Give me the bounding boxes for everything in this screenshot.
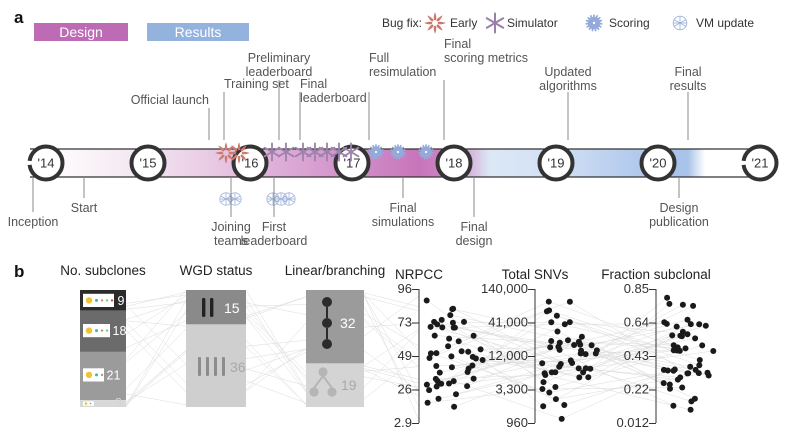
svg-text:'21: '21 (752, 156, 769, 171)
svg-text:design: design (456, 234, 493, 248)
svg-text:26: 26 (398, 382, 412, 397)
svg-text:36: 36 (230, 359, 246, 375)
svg-text:leaderboard: leaderboard (241, 234, 308, 248)
svg-text:First: First (262, 220, 287, 234)
svg-text:Official launch: Official launch (131, 93, 209, 107)
svg-text:15: 15 (224, 300, 240, 316)
svg-text:18: 18 (113, 324, 127, 338)
svg-text:960: 960 (506, 415, 528, 430)
svg-text:algorithms: algorithms (539, 79, 597, 93)
svg-text:3: 3 (115, 396, 122, 410)
svg-text:0.012: 0.012 (616, 415, 649, 430)
svg-text:49: 49 (398, 348, 412, 363)
svg-text:Training set: Training set (224, 77, 289, 91)
svg-text:0.85: 0.85 (624, 281, 649, 296)
svg-text:'17: '17 (344, 156, 361, 171)
svg-text:0.43: 0.43 (624, 348, 649, 363)
svg-text:Fraction subclonal: Fraction subclonal (601, 267, 711, 282)
svg-text:Final: Final (674, 65, 701, 79)
svg-text:32: 32 (340, 315, 356, 331)
svg-text:Linear/branching: Linear/branching (285, 263, 386, 278)
svg-text:Design: Design (660, 201, 699, 215)
svg-text:'20: '20 (650, 156, 667, 171)
svg-text:simulations: simulations (372, 215, 435, 229)
svg-text:resimulation: resimulation (369, 65, 436, 79)
svg-text:41,000: 41,000 (488, 315, 528, 330)
svg-text:Inception: Inception (8, 215, 59, 229)
svg-text:Full: Full (369, 51, 389, 65)
svg-text:9: 9 (118, 294, 125, 308)
svg-text:Start: Start (71, 201, 98, 215)
svg-text:Total SNVs: Total SNVs (502, 267, 569, 282)
svg-text:No. subclones: No. subclones (60, 263, 146, 278)
svg-text:publication: publication (649, 215, 709, 229)
svg-text:0.22: 0.22 (624, 382, 649, 397)
svg-text:0.64: 0.64 (624, 315, 649, 330)
svg-text:21: 21 (107, 369, 121, 383)
svg-text:'15: '15 (140, 156, 157, 171)
svg-text:3,300: 3,300 (495, 382, 528, 397)
svg-text:Final: Final (444, 37, 471, 51)
svg-text:'18: '18 (446, 156, 463, 171)
svg-text:'14: '14 (38, 156, 55, 171)
svg-text:73: 73 (398, 315, 412, 330)
svg-text:results: results (670, 79, 707, 93)
svg-text:WGD status: WGD status (180, 263, 253, 278)
svg-text:Preliminary: Preliminary (248, 51, 311, 65)
svg-text:Final: Final (389, 201, 416, 215)
svg-text:96: 96 (398, 281, 412, 296)
svg-text:NRPCC: NRPCC (395, 267, 443, 282)
svg-text:Final: Final (460, 220, 487, 234)
svg-text:scoring metrics: scoring metrics (444, 51, 528, 65)
svg-text:'19: '19 (548, 156, 565, 171)
svg-text:12,000: 12,000 (488, 348, 528, 363)
svg-text:leaderboard: leaderboard (300, 91, 367, 105)
svg-text:140,000: 140,000 (481, 281, 528, 296)
svg-text:Joining: Joining (211, 220, 251, 234)
svg-text:Updated: Updated (544, 65, 591, 79)
svg-text:19: 19 (341, 377, 357, 393)
svg-text:2.9: 2.9 (394, 415, 412, 430)
svg-text:Final: Final (300, 77, 327, 91)
